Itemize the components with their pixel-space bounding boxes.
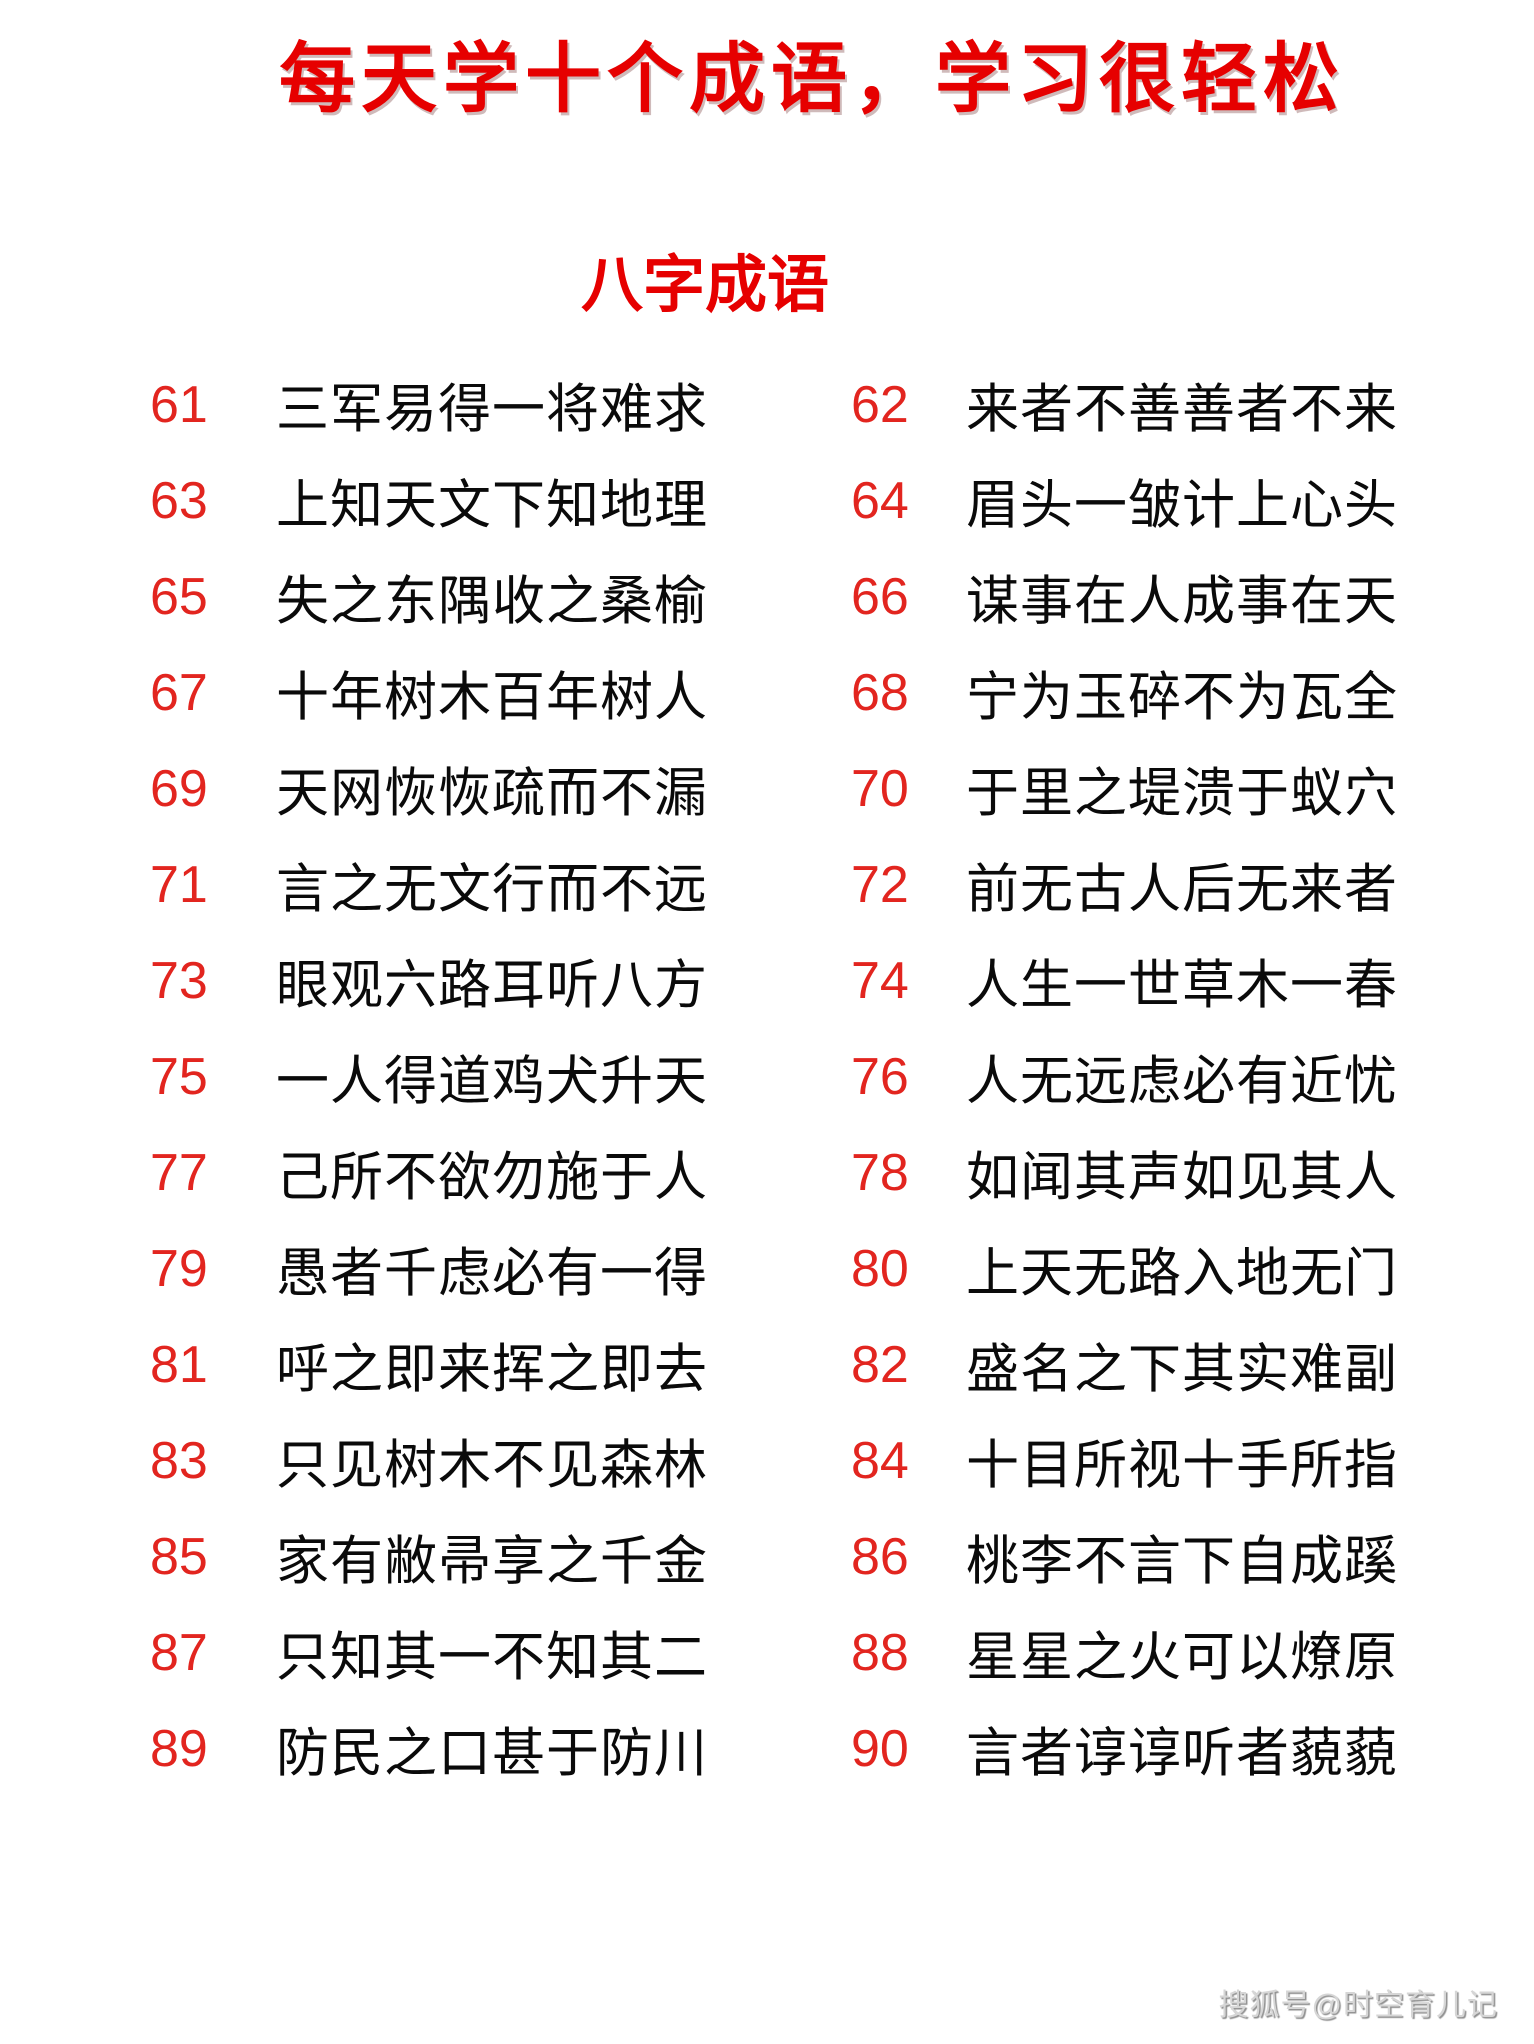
idiom-number: 61 xyxy=(150,376,208,434)
idiom-text: 上知天文下知地理 xyxy=(276,476,708,535)
idiom-row: 79 愚者千虑必有一得 80 上天无路入地无门 xyxy=(0,1221,1534,1317)
idiom-number: 87 xyxy=(150,1624,208,1682)
idiom-number: 64 xyxy=(851,472,909,530)
idiom-number: 73 xyxy=(150,952,208,1010)
idiom-text: 如闻其声如见其人 xyxy=(966,1148,1398,1207)
idiom-row: 87 只知其一不知其二 88 星星之火可以燎原 xyxy=(0,1605,1534,1701)
idiom-text: 十年树木百年树人 xyxy=(276,668,708,727)
idiom-number: 71 xyxy=(150,856,208,914)
idiom-text: 防民之口甚于防川 xyxy=(276,1724,708,1783)
idiom-text: 人生一世草木一春 xyxy=(966,956,1398,1015)
idiom-text: 十目所视十手所指 xyxy=(966,1436,1398,1495)
idiom-text: 盛名之下其实难副 xyxy=(966,1340,1398,1399)
idiom-number: 78 xyxy=(851,1144,909,1202)
idiom-text: 失之东隅收之桑榆 xyxy=(276,572,708,631)
idiom-number: 84 xyxy=(851,1432,909,1490)
idiom-number: 63 xyxy=(150,472,208,530)
idiom-number: 80 xyxy=(851,1240,909,1298)
idiom-row: 65 失之东隅收之桑榆 66 谋事在人成事在天 xyxy=(0,549,1534,645)
idiom-number: 67 xyxy=(150,664,208,722)
idiom-row: 71 言之无文行而不远 72 前无古人后无来者 xyxy=(0,837,1534,933)
idiom-number: 83 xyxy=(150,1432,208,1490)
idiom-text: 三军易得一将难求 xyxy=(276,380,708,439)
idiom-row: 77 己所不欲勿施于人 78 如闻其声如见其人 xyxy=(0,1125,1534,1221)
idiom-number: 81 xyxy=(150,1336,208,1394)
idiom-row: 89 防民之口甚于防川 90 言者谆谆听者藐藐 xyxy=(0,1701,1534,1797)
watermark-text: 搜狐号@时空育儿记 xyxy=(1218,1989,1498,2022)
idiom-text: 言之无文行而不远 xyxy=(276,860,708,919)
idiom-text: 只见树木不见森林 xyxy=(276,1436,708,1495)
section-heading: 八字成语 xyxy=(580,251,829,320)
idiom-text: 言者谆谆听者藐藐 xyxy=(966,1724,1398,1783)
idiom-number: 70 xyxy=(851,760,909,818)
idiom-row: 83 只见树木不见森林 84 十目所视十手所指 xyxy=(0,1413,1534,1509)
idiom-row: 85 家有敝帚享之千金 86 桃李不言下自成蹊 xyxy=(0,1509,1534,1605)
idiom-row: 69 天网恢恢疏而不漏 70 于里之堤溃于蚁穴 xyxy=(0,741,1534,837)
idiom-row: 67 十年树木百年树人 68 宁为玉碎不为瓦全 xyxy=(0,645,1534,741)
idiom-text: 己所不欲勿施于人 xyxy=(276,1148,708,1207)
idiom-number: 89 xyxy=(150,1720,208,1778)
idiom-number: 77 xyxy=(150,1144,208,1202)
idiom-number: 85 xyxy=(150,1528,208,1586)
idiom-text: 一人得道鸡犬升天 xyxy=(276,1052,708,1111)
idiom-row: 81 呼之即来挥之即去 82 盛名之下其实难副 xyxy=(0,1317,1534,1413)
idiom-text: 于里之堤溃于蚁穴 xyxy=(966,764,1398,823)
idiom-number: 72 xyxy=(851,856,909,914)
idiom-row: 75 一人得道鸡犬升天 76 人无远虑必有近忧 xyxy=(0,1029,1534,1125)
idiom-text: 人无远虑必有近忧 xyxy=(966,1052,1398,1111)
idiom-row: 73 眼观六路耳听八方 74 人生一世草木一春 xyxy=(0,933,1534,1029)
idiom-text: 宁为玉碎不为瓦全 xyxy=(966,668,1398,727)
idiom-number: 76 xyxy=(851,1048,909,1106)
idiom-number: 69 xyxy=(150,760,208,818)
idiom-number: 82 xyxy=(851,1336,909,1394)
idiom-list: 61 三军易得一将难求 62 来者不善善者不来 63 上知天文下知地理 64 眉… xyxy=(0,357,1534,1797)
idiom-row: 61 三军易得一将难求 62 来者不善善者不来 xyxy=(0,357,1534,453)
idiom-text: 上天无路入地无门 xyxy=(966,1244,1398,1303)
idiom-number: 88 xyxy=(851,1624,909,1682)
idiom-text: 桃李不言下自成蹊 xyxy=(966,1532,1398,1591)
idiom-text: 眼观六路耳听八方 xyxy=(276,956,708,1015)
idiom-number: 65 xyxy=(150,568,208,626)
idiom-number: 75 xyxy=(150,1048,208,1106)
idiom-number: 62 xyxy=(851,376,909,434)
idiom-number: 68 xyxy=(851,664,909,722)
idiom-text: 前无古人后无来者 xyxy=(966,860,1398,919)
idiom-text: 呼之即来挥之即去 xyxy=(276,1340,708,1399)
idiom-text: 天网恢恢疏而不漏 xyxy=(276,764,708,823)
idiom-number: 79 xyxy=(150,1240,208,1298)
idiom-number: 86 xyxy=(851,1528,909,1586)
idiom-text: 来者不善善者不来 xyxy=(966,380,1398,439)
idiom-text: 只知其一不知其二 xyxy=(276,1628,708,1687)
idiom-text: 星星之火可以燎原 xyxy=(966,1628,1398,1687)
idiom-number: 74 xyxy=(851,952,909,1010)
idiom-number: 90 xyxy=(851,1720,909,1778)
idiom-text: 眉头一皱计上心头 xyxy=(966,476,1398,535)
page-title: 每天学十个成语，学习很轻松 xyxy=(279,37,1345,122)
idiom-text: 家有敝帚享之千金 xyxy=(276,1532,708,1591)
idiom-text: 谋事在人成事在天 xyxy=(966,572,1398,631)
idiom-number: 66 xyxy=(851,568,909,626)
idiom-text: 愚者千虑必有一得 xyxy=(276,1244,708,1303)
idiom-row: 63 上知天文下知地理 64 眉头一皱计上心头 xyxy=(0,453,1534,549)
